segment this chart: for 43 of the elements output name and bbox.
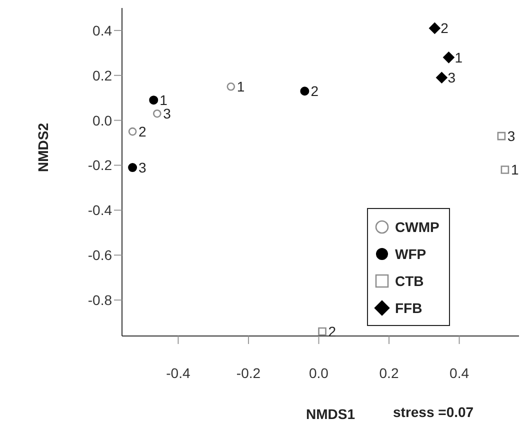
annotation: 2 <box>440 20 449 36</box>
annotation: 3 <box>138 159 147 176</box>
y-tick-label: -0.8 <box>88 292 112 308</box>
x-axis-title: NMDS1 <box>306 406 356 422</box>
point <box>500 166 510 174</box>
text: stress =0.07 <box>393 404 474 420</box>
y-tick-label: -0.2 <box>88 157 112 174</box>
point <box>436 72 448 84</box>
annotation: 3 <box>163 106 172 122</box>
x-tick-label: 0.4 <box>450 364 470 381</box>
legend-label: FFB <box>395 298 422 316</box>
y-tick-label: 0.4 <box>92 22 112 38</box>
annotation: 2 <box>138 124 147 140</box>
annotation: 1 <box>454 49 463 66</box>
annotation: 1 <box>236 78 245 95</box>
point <box>318 327 326 336</box>
point <box>428 22 440 34</box>
x-tick-label: 0.0 <box>309 364 329 381</box>
x-tick-label: -0.2 <box>236 364 261 381</box>
y-axis-title: NMDS2 <box>34 122 51 172</box>
annotation: 2 <box>310 83 319 100</box>
annotation: 3 <box>448 70 456 86</box>
legend-label: CTB <box>395 272 424 290</box>
point <box>152 109 162 118</box>
point <box>149 96 158 105</box>
legend-label: WFP <box>395 244 426 262</box>
point <box>443 52 454 64</box>
y-tick-label: 0.0 <box>92 112 112 128</box>
point <box>497 132 506 140</box>
annotation: 2 <box>328 323 336 340</box>
x-tick-label: 0.2 <box>379 364 399 381</box>
y-tick-label: 0.2 <box>92 67 112 84</box>
annotation: 1 <box>510 162 519 178</box>
point <box>128 163 138 172</box>
legend-label: CWMP <box>395 218 440 236</box>
point <box>226 82 236 91</box>
y-tick-label: -0.6 <box>88 247 112 264</box>
annotation: 1 <box>160 92 168 108</box>
annotation: 3 <box>507 128 516 144</box>
y-tick-label: -0.4 <box>88 202 112 218</box>
point <box>128 127 137 136</box>
x-tick-label: -0.4 <box>166 364 190 381</box>
point <box>300 86 310 96</box>
